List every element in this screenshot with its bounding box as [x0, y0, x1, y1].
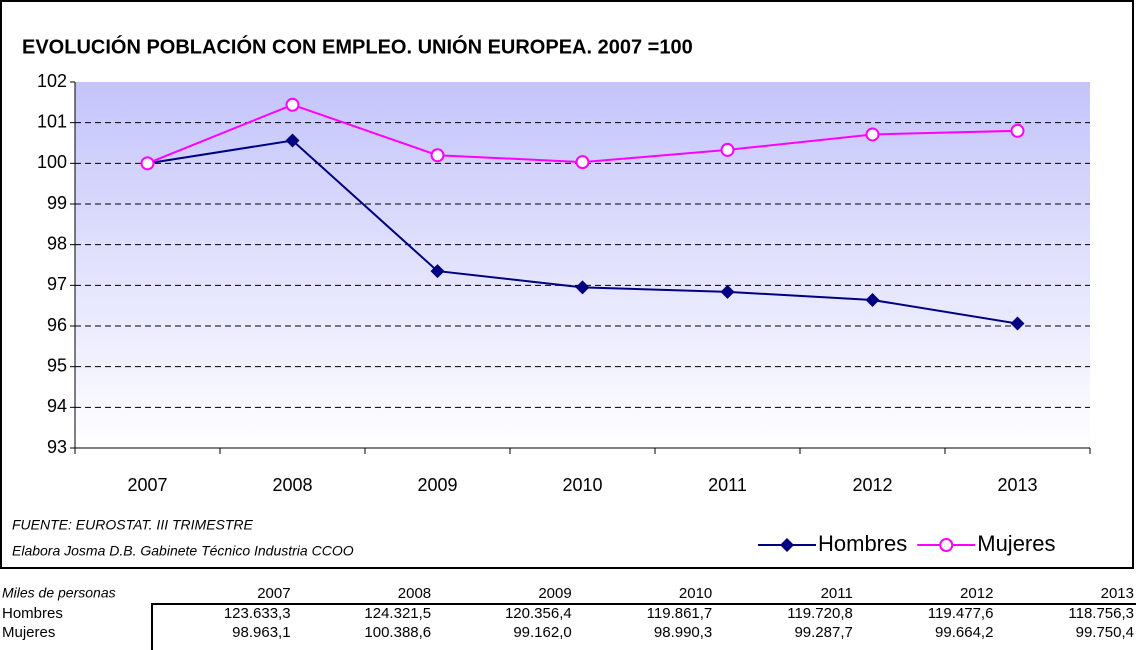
x-tick-label: 2010 — [562, 475, 602, 495]
point — [939, 538, 954, 552]
table-column-header: 2007 — [257, 585, 290, 602]
table-row-label: Mujeres — [2, 624, 55, 641]
point — [720, 142, 735, 157]
table-cell: 98.963,1 — [232, 624, 290, 641]
table-header: Miles de personas — [2, 585, 116, 601]
table-cell: 100.388,6 — [364, 624, 431, 641]
point — [865, 127, 880, 142]
source-note: Elabora Josma D.B. Gabinete Técnico Indu… — [12, 543, 354, 559]
table-column-header: 2010 — [679, 585, 712, 602]
point — [865, 292, 880, 307]
y-tick-label: 99 — [47, 193, 67, 213]
point — [430, 264, 445, 279]
x-tick-label: 2007 — [127, 475, 167, 495]
table-cell: 120.356,4 — [505, 605, 572, 622]
point — [285, 133, 300, 148]
point — [780, 538, 794, 552]
point — [575, 280, 590, 295]
point — [430, 148, 445, 163]
table-column-header: 2011 — [821, 585, 853, 602]
y-tick-label: 93 — [47, 437, 67, 457]
point — [1010, 123, 1025, 138]
table-cell: 119.477,6 — [928, 605, 994, 622]
point — [140, 156, 155, 171]
table-cell: 99.664,2 — [935, 624, 993, 641]
table-cell: 99.162,0 — [513, 624, 571, 641]
point — [720, 284, 735, 299]
y-tick-label: 102 — [37, 71, 67, 91]
x-tick-label: 2013 — [997, 475, 1037, 495]
legend-label: Hombres — [818, 531, 907, 556]
table-cell: 98.990,3 — [654, 624, 712, 641]
legend-label: Mujeres — [977, 531, 1055, 556]
point — [1010, 316, 1025, 331]
table-column-header: 2008 — [398, 585, 431, 602]
y-tick-label: 100 — [37, 152, 67, 172]
table-cell: 123.633,3 — [224, 605, 291, 622]
table-cell: 99.750,4 — [1076, 624, 1134, 641]
source-note: FUENTE: EUROSTAT. III TRIMESTRE — [12, 517, 254, 533]
table-row-label: Hombres — [2, 605, 63, 622]
point — [285, 97, 300, 112]
y-tick-label: 101 — [37, 111, 67, 131]
table-cell: 124.321,5 — [364, 605, 431, 622]
table-column-header: 2012 — [960, 585, 993, 602]
chart-title: EVOLUCIÓN POBLACIÓN CON EMPLEO. UNIÓN EU… — [22, 34, 693, 58]
table-column-header: 2009 — [538, 585, 571, 602]
x-tick-label: 2012 — [852, 475, 892, 495]
x-tick-label: 2009 — [417, 475, 457, 495]
x-tick-label: 2011 — [708, 475, 747, 495]
point — [575, 155, 590, 170]
y-tick-label: 95 — [47, 355, 67, 375]
y-tick-label: 97 — [47, 274, 67, 294]
y-tick-label: 98 — [47, 233, 67, 253]
table-cell: 99.287,7 — [794, 624, 852, 641]
plot-area — [75, 82, 1090, 448]
table-cell: 119.861,7 — [647, 605, 713, 622]
x-tick-label: 2008 — [272, 475, 312, 495]
table-column-header: 2013 — [1101, 585, 1134, 602]
table-cell: 119.720,8 — [787, 605, 853, 622]
y-tick-label: 96 — [47, 315, 67, 335]
table-border — [151, 603, 1136, 650]
table-cell: 118.756,3 — [1068, 605, 1134, 622]
y-tick-label: 94 — [47, 396, 67, 416]
